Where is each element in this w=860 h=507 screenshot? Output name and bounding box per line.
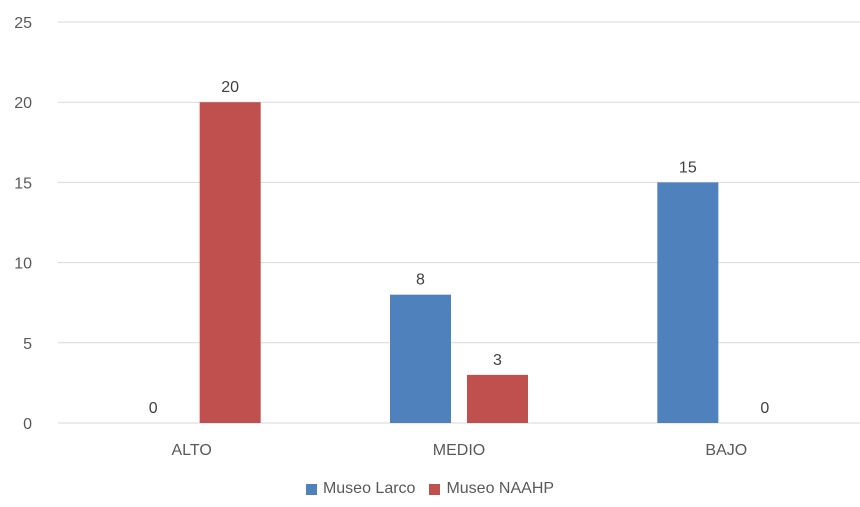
y-tick-label: 0 (23, 416, 32, 433)
x-tick-label: MEDIO (433, 442, 485, 459)
bar (657, 182, 719, 423)
legend-item-museo-larco: Museo Larco (305, 480, 416, 498)
x-tick-label: ALTO (172, 442, 212, 459)
bar (199, 102, 261, 423)
legend-swatch-museo-naahp (429, 483, 441, 495)
data-label: 3 (493, 352, 502, 369)
data-label: 20 (221, 79, 239, 96)
legend-item-museo-naahp: Museo NAAHP (429, 480, 554, 498)
x-tick-label: BAJO (705, 442, 747, 459)
data-label: 8 (416, 272, 425, 289)
y-tick-label: 15 (14, 175, 32, 192)
legend-label-museo-larco: Museo Larco (322, 480, 416, 497)
data-label: 0 (149, 400, 158, 417)
legend: Museo Larco Museo NAAHP (0, 480, 860, 498)
bar (467, 374, 528, 423)
y-tick-label: 25 (14, 15, 32, 32)
y-tick-label: 5 (23, 336, 32, 353)
y-tick-label: 10 (14, 256, 32, 273)
data-label: 15 (679, 159, 697, 176)
data-label: 0 (760, 400, 769, 417)
legend-label-museo-naahp: Museo NAAHP (446, 480, 555, 497)
bar (390, 294, 451, 423)
y-tick-label: 20 (14, 95, 32, 112)
legend-swatch-museo-larco (305, 483, 317, 495)
